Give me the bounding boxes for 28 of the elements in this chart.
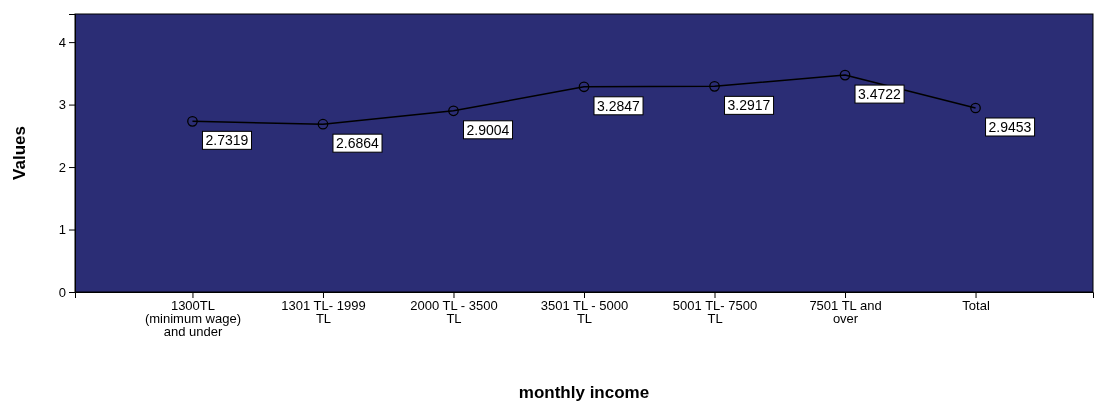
data-label: 3.2847 (597, 97, 641, 114)
point (578, 81, 590, 93)
data-label: 2.6864 (335, 135, 380, 152)
y-tick-label: 0 (58, 284, 66, 300)
x-axis-title: monthly income (518, 383, 650, 402)
data-label: 3.2917 (727, 97, 771, 114)
point (709, 81, 720, 92)
point (839, 69, 851, 81)
point (187, 115, 198, 127)
data-label: 2.9004 (466, 121, 510, 138)
x-tick-label: 5001 TL- 7500 TL (672, 298, 758, 327)
x-tick-label: 1301 TL- 1999 TL (281, 298, 366, 327)
y-tick-label: 4 (58, 34, 66, 50)
y-tick-label: 3 (58, 97, 66, 113)
data-label: 2.7319 (205, 132, 249, 149)
x-tick-label: 3501 TL - 5000 TL (540, 298, 629, 327)
x-tick-label: 7501 TL and over (809, 298, 882, 327)
point (448, 105, 459, 117)
y-tick-label: 1 (58, 222, 66, 238)
x-tick-label: Total (962, 298, 990, 314)
x-tick-label: 2000 TL - 3500 TL (410, 298, 498, 327)
data-label: 2.9453 (988, 119, 1032, 135)
y-axis-title: Values (10, 126, 29, 180)
point (970, 102, 981, 114)
data-label: 3.4722 (858, 86, 902, 103)
point (317, 118, 329, 130)
y-tick-label: 2 (58, 159, 66, 175)
x-tick-label: 1300TL (minimum wage) and under (144, 298, 241, 340)
